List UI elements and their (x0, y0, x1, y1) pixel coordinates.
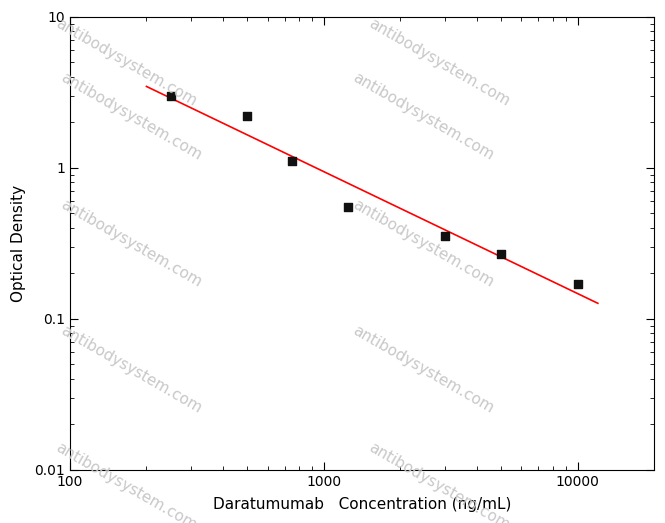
Text: antibodysystem.com: antibodysystem.com (59, 70, 205, 163)
Point (573, 280, 583, 288)
Text: antibodysystem.com: antibodysystem.com (59, 324, 205, 416)
Point (343, 203, 354, 211)
Point (440, 232, 450, 241)
Text: antibodysystem.com: antibodysystem.com (53, 16, 200, 109)
Text: antibodysystem.com: antibodysystem.com (59, 197, 205, 290)
Text: antibodysystem.com: antibodysystem.com (366, 16, 512, 109)
X-axis label: Daratumumab   Concentration (ng/mL): Daratumumab Concentration (ng/mL) (213, 497, 511, 512)
Text: antibodysystem.com: antibodysystem.com (350, 70, 497, 163)
Text: antibodysystem.com: antibodysystem.com (53, 440, 200, 523)
Point (242, 112, 253, 120)
Point (287, 157, 297, 166)
Text: antibodysystem.com: antibodysystem.com (366, 440, 512, 523)
Point (496, 249, 507, 258)
Text: antibodysystem.com: antibodysystem.com (350, 197, 497, 290)
Point (166, 92, 176, 100)
Text: antibodysystem.com: antibodysystem.com (350, 324, 497, 416)
Y-axis label: Optical Density: Optical Density (11, 185, 26, 302)
